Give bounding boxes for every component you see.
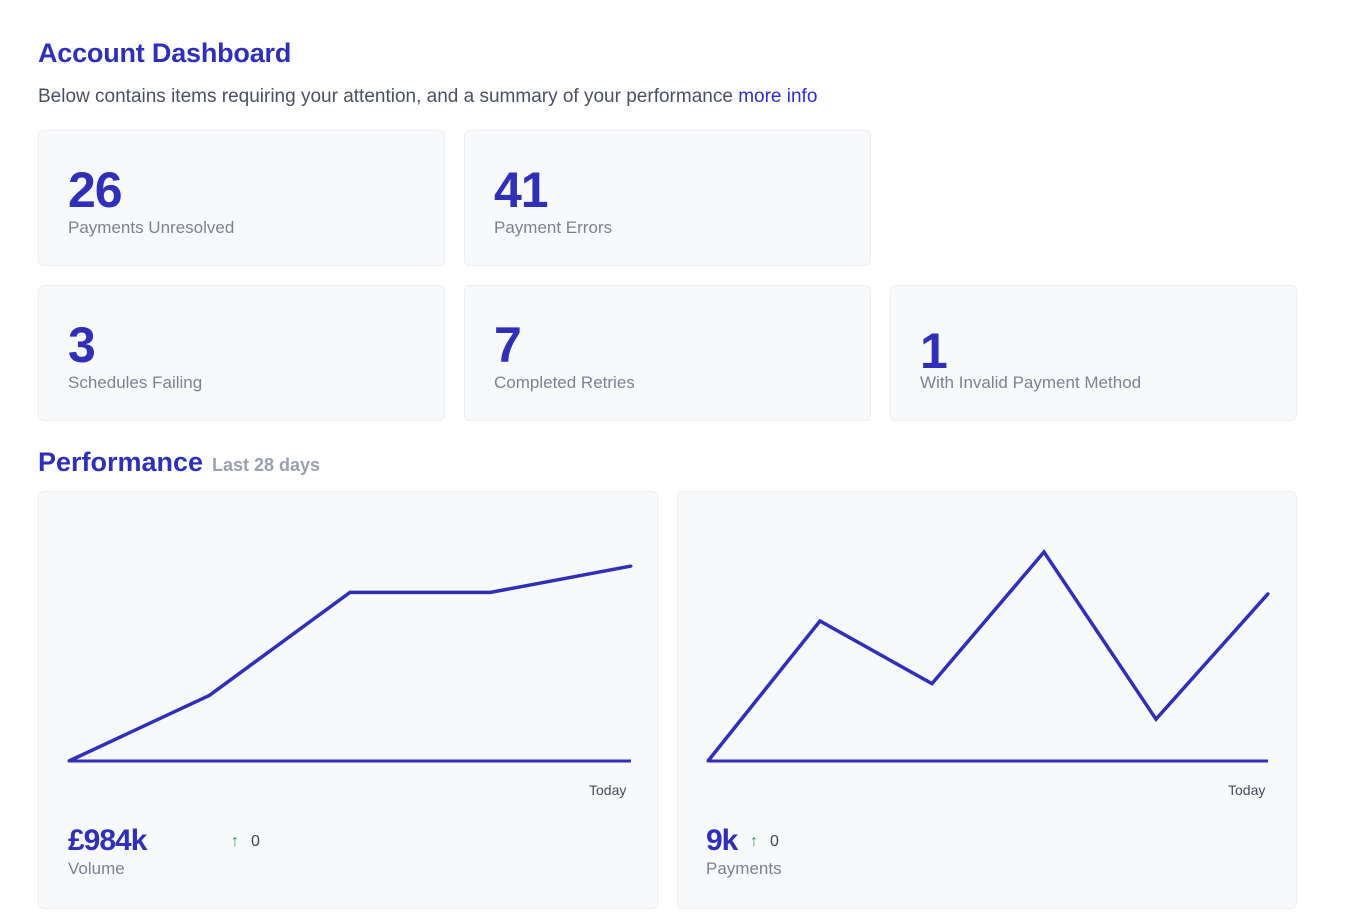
stat-value: 7	[494, 317, 522, 373]
payments-line-chart	[706, 549, 1270, 763]
series-line	[68, 564, 632, 763]
stat-label: Schedules Failing	[68, 373, 203, 392]
stat-card-invalid-payment-method[interactable]: 1 With Invalid Payment Method	[890, 285, 1297, 421]
volume-line-chart	[67, 564, 633, 763]
metric-delta-value: 0	[251, 833, 260, 850]
x-axis-today-label: Today	[589, 782, 627, 798]
data-point	[706, 759, 710, 763]
data-point	[67, 759, 71, 763]
stat-value: 1	[920, 323, 948, 379]
data-point	[629, 564, 633, 568]
stat-label: Payment Errors	[494, 218, 613, 237]
data-point	[818, 619, 822, 623]
data-point	[489, 590, 492, 594]
data-point	[1154, 717, 1158, 721]
subtitle-text: Below contains items requiring your atte…	[38, 86, 733, 107]
more-info-link[interactable]: more info	[738, 86, 818, 107]
x-axis-today-label: Today	[1228, 782, 1266, 798]
stat-label: With Invalid Payment Method	[920, 373, 1142, 392]
stat-card-payment-errors[interactable]: 41 Payment Errors	[464, 130, 871, 266]
data-point	[1042, 550, 1046, 554]
arrow-up-icon: ↑	[750, 833, 758, 850]
stat-value: 26	[68, 162, 123, 218]
metric-value: £984k	[68, 824, 147, 857]
stat-card-schedules-failing[interactable]: 3 Schedules Failing	[38, 285, 445, 421]
stat-value: 3	[68, 317, 96, 373]
stat-label: Completed Retries	[494, 373, 635, 392]
performance-title: Performance	[38, 447, 204, 477]
metric-value: 9k	[706, 824, 738, 857]
metric-delta: ↑ 0	[750, 833, 779, 851]
chart-card-volume: Today £984k ↑ 0 Volume	[38, 491, 658, 909]
stat-card-completed-retries[interactable]: 7 Completed Retries	[464, 285, 871, 421]
stat-label: Payments Unresolved	[68, 218, 235, 237]
data-point	[1266, 592, 1270, 596]
stat-card-payments-unresolved[interactable]: 26 Payments Unresolved	[38, 130, 445, 266]
performance-range: Last 28 days	[212, 455, 321, 475]
metric-delta: ↑ 0	[231, 833, 260, 851]
chart-card-payments: Today 9k ↑ 0 Payments	[677, 491, 1297, 909]
page-subtitle: Below contains items requiring your atte…	[38, 86, 817, 108]
arrow-up-icon: ↑	[231, 833, 239, 850]
data-point	[930, 682, 934, 686]
metric-label: Payments	[706, 859, 782, 878]
series-line	[706, 549, 1270, 763]
page-title: Account Dashboard	[38, 38, 292, 68]
data-point	[208, 693, 211, 697]
metric-delta-value: 0	[770, 833, 779, 850]
metric-label: Volume	[68, 859, 125, 878]
data-point	[348, 590, 352, 594]
stat-value: 41	[494, 162, 549, 218]
